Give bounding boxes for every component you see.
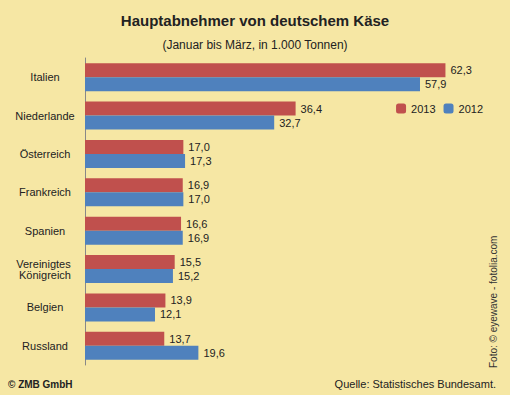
svg-text:Quelle: Statistisches Bundesam: Quelle: Statistisches Bundesamt. [335, 378, 496, 390]
svg-text:36,4: 36,4 [301, 103, 322, 115]
svg-text:Russland: Russland [22, 340, 68, 352]
svg-text:© ZMB GmbH: © ZMB GmbH [8, 379, 73, 390]
svg-text:16,6: 16,6 [186, 218, 207, 230]
svg-text:16,9: 16,9 [188, 232, 209, 244]
svg-text:Niederlande: Niederlande [15, 110, 74, 122]
svg-text:13,7: 13,7 [169, 333, 190, 345]
svg-text:15,5: 15,5 [180, 256, 201, 268]
svg-text:Österreich: Österreich [20, 148, 71, 160]
svg-text:15,2: 15,2 [178, 270, 199, 282]
svg-text:16,9: 16,9 [188, 179, 209, 191]
svg-text:2012: 2012 [459, 103, 483, 115]
svg-text:2013: 2013 [411, 103, 435, 115]
svg-text:17,0: 17,0 [188, 193, 209, 205]
svg-text:(Januar bis März, in 1.000 Ton: (Januar bis März, in 1.000 Tonnen) [162, 38, 347, 52]
svg-text:19,6: 19,6 [203, 347, 224, 359]
svg-text:17,0: 17,0 [188, 141, 209, 153]
svg-text:Vereinigtes: Vereinigtes [16, 257, 74, 270]
svg-text:17,3: 17,3 [190, 155, 211, 167]
svg-text:13,9: 13,9 [170, 294, 191, 306]
svg-text:Frankreich: Frankreich [19, 186, 71, 198]
svg-text:Italien: Italien [30, 71, 59, 83]
svg-text:Belgien: Belgien [27, 301, 64, 313]
svg-text:57,9: 57,9 [425, 78, 446, 90]
svg-text:Spanien: Spanien [25, 225, 65, 237]
svg-text:62,3: 62,3 [450, 64, 471, 76]
svg-text:Hauptabnehmer von deutschem Kä: Hauptabnehmer von deutschem Käse [121, 12, 389, 29]
svg-text:Foto: © eyewave - fotolia.com: Foto: © eyewave - fotolia.com [488, 236, 499, 368]
svg-text:Königreich: Königreich [19, 269, 71, 281]
svg-text:12,1: 12,1 [160, 308, 181, 320]
svg-text:32,7: 32,7 [279, 117, 300, 129]
